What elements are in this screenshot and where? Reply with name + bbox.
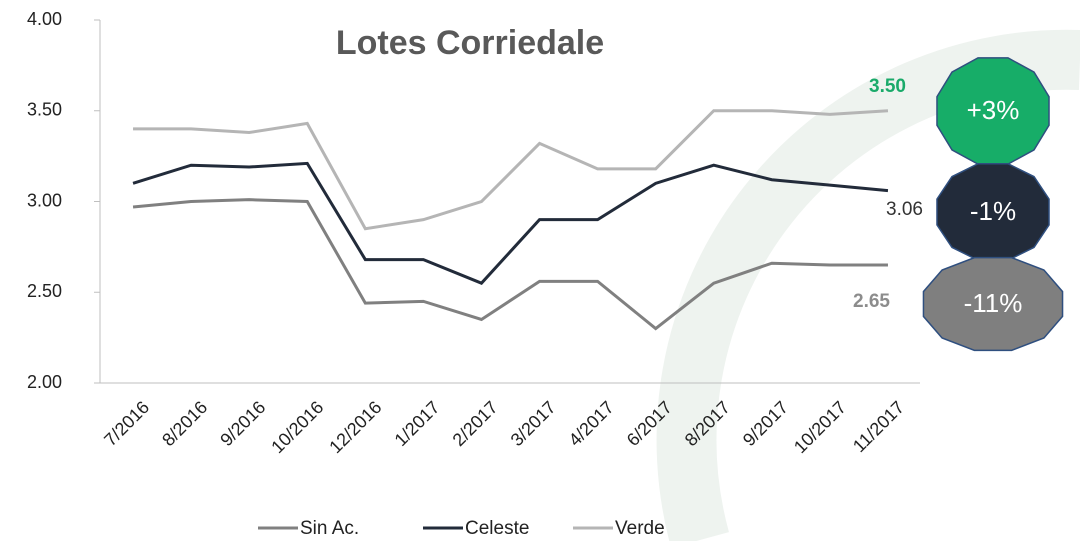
y-tick-label: 4.00	[27, 9, 62, 29]
x-tick-label: 1/2017	[391, 397, 444, 450]
y-tick-label: 3.00	[27, 190, 62, 210]
x-tick-label: 3/2017	[507, 397, 560, 450]
annotation: 3.50	[869, 76, 906, 97]
series-line	[132, 161, 889, 285]
badge-label: -11%	[964, 288, 1023, 318]
y-tick-label: 2.50	[27, 281, 62, 301]
x-tick-label: 10/2016	[267, 397, 327, 457]
badge-label: +3%	[967, 95, 1020, 125]
series-line	[133, 109, 889, 231]
x-tick-label: 10/2017	[790, 397, 850, 457]
x-tick-label: 7/2016	[100, 397, 153, 450]
x-tick-label: 11/2017	[849, 397, 908, 456]
legend-label: Celeste	[465, 518, 529, 539]
y-tick-label: 2.00	[27, 372, 62, 392]
x-tick-label: 9/2016	[216, 397, 269, 450]
legend-label: Sin Ac.	[300, 518, 359, 539]
badge	[922, 256, 1064, 352]
x-tick-label: 2/2017	[449, 397, 502, 450]
annotation: 2.65	[853, 291, 890, 312]
x-tick-label: 4/2017	[565, 397, 618, 450]
annotation: 3.06	[886, 199, 923, 220]
badge-label: -1%	[970, 196, 1016, 226]
y-tick-label: 3.50	[27, 100, 62, 120]
series-line	[132, 198, 888, 331]
x-tick-label: 8/2016	[158, 397, 211, 450]
x-tick-label: 9/2017	[739, 397, 792, 450]
legend-label: Verde	[615, 518, 665, 539]
x-tick-label: 12/2016	[325, 397, 385, 457]
chart-title: Lotes Corriedale	[336, 24, 604, 62]
